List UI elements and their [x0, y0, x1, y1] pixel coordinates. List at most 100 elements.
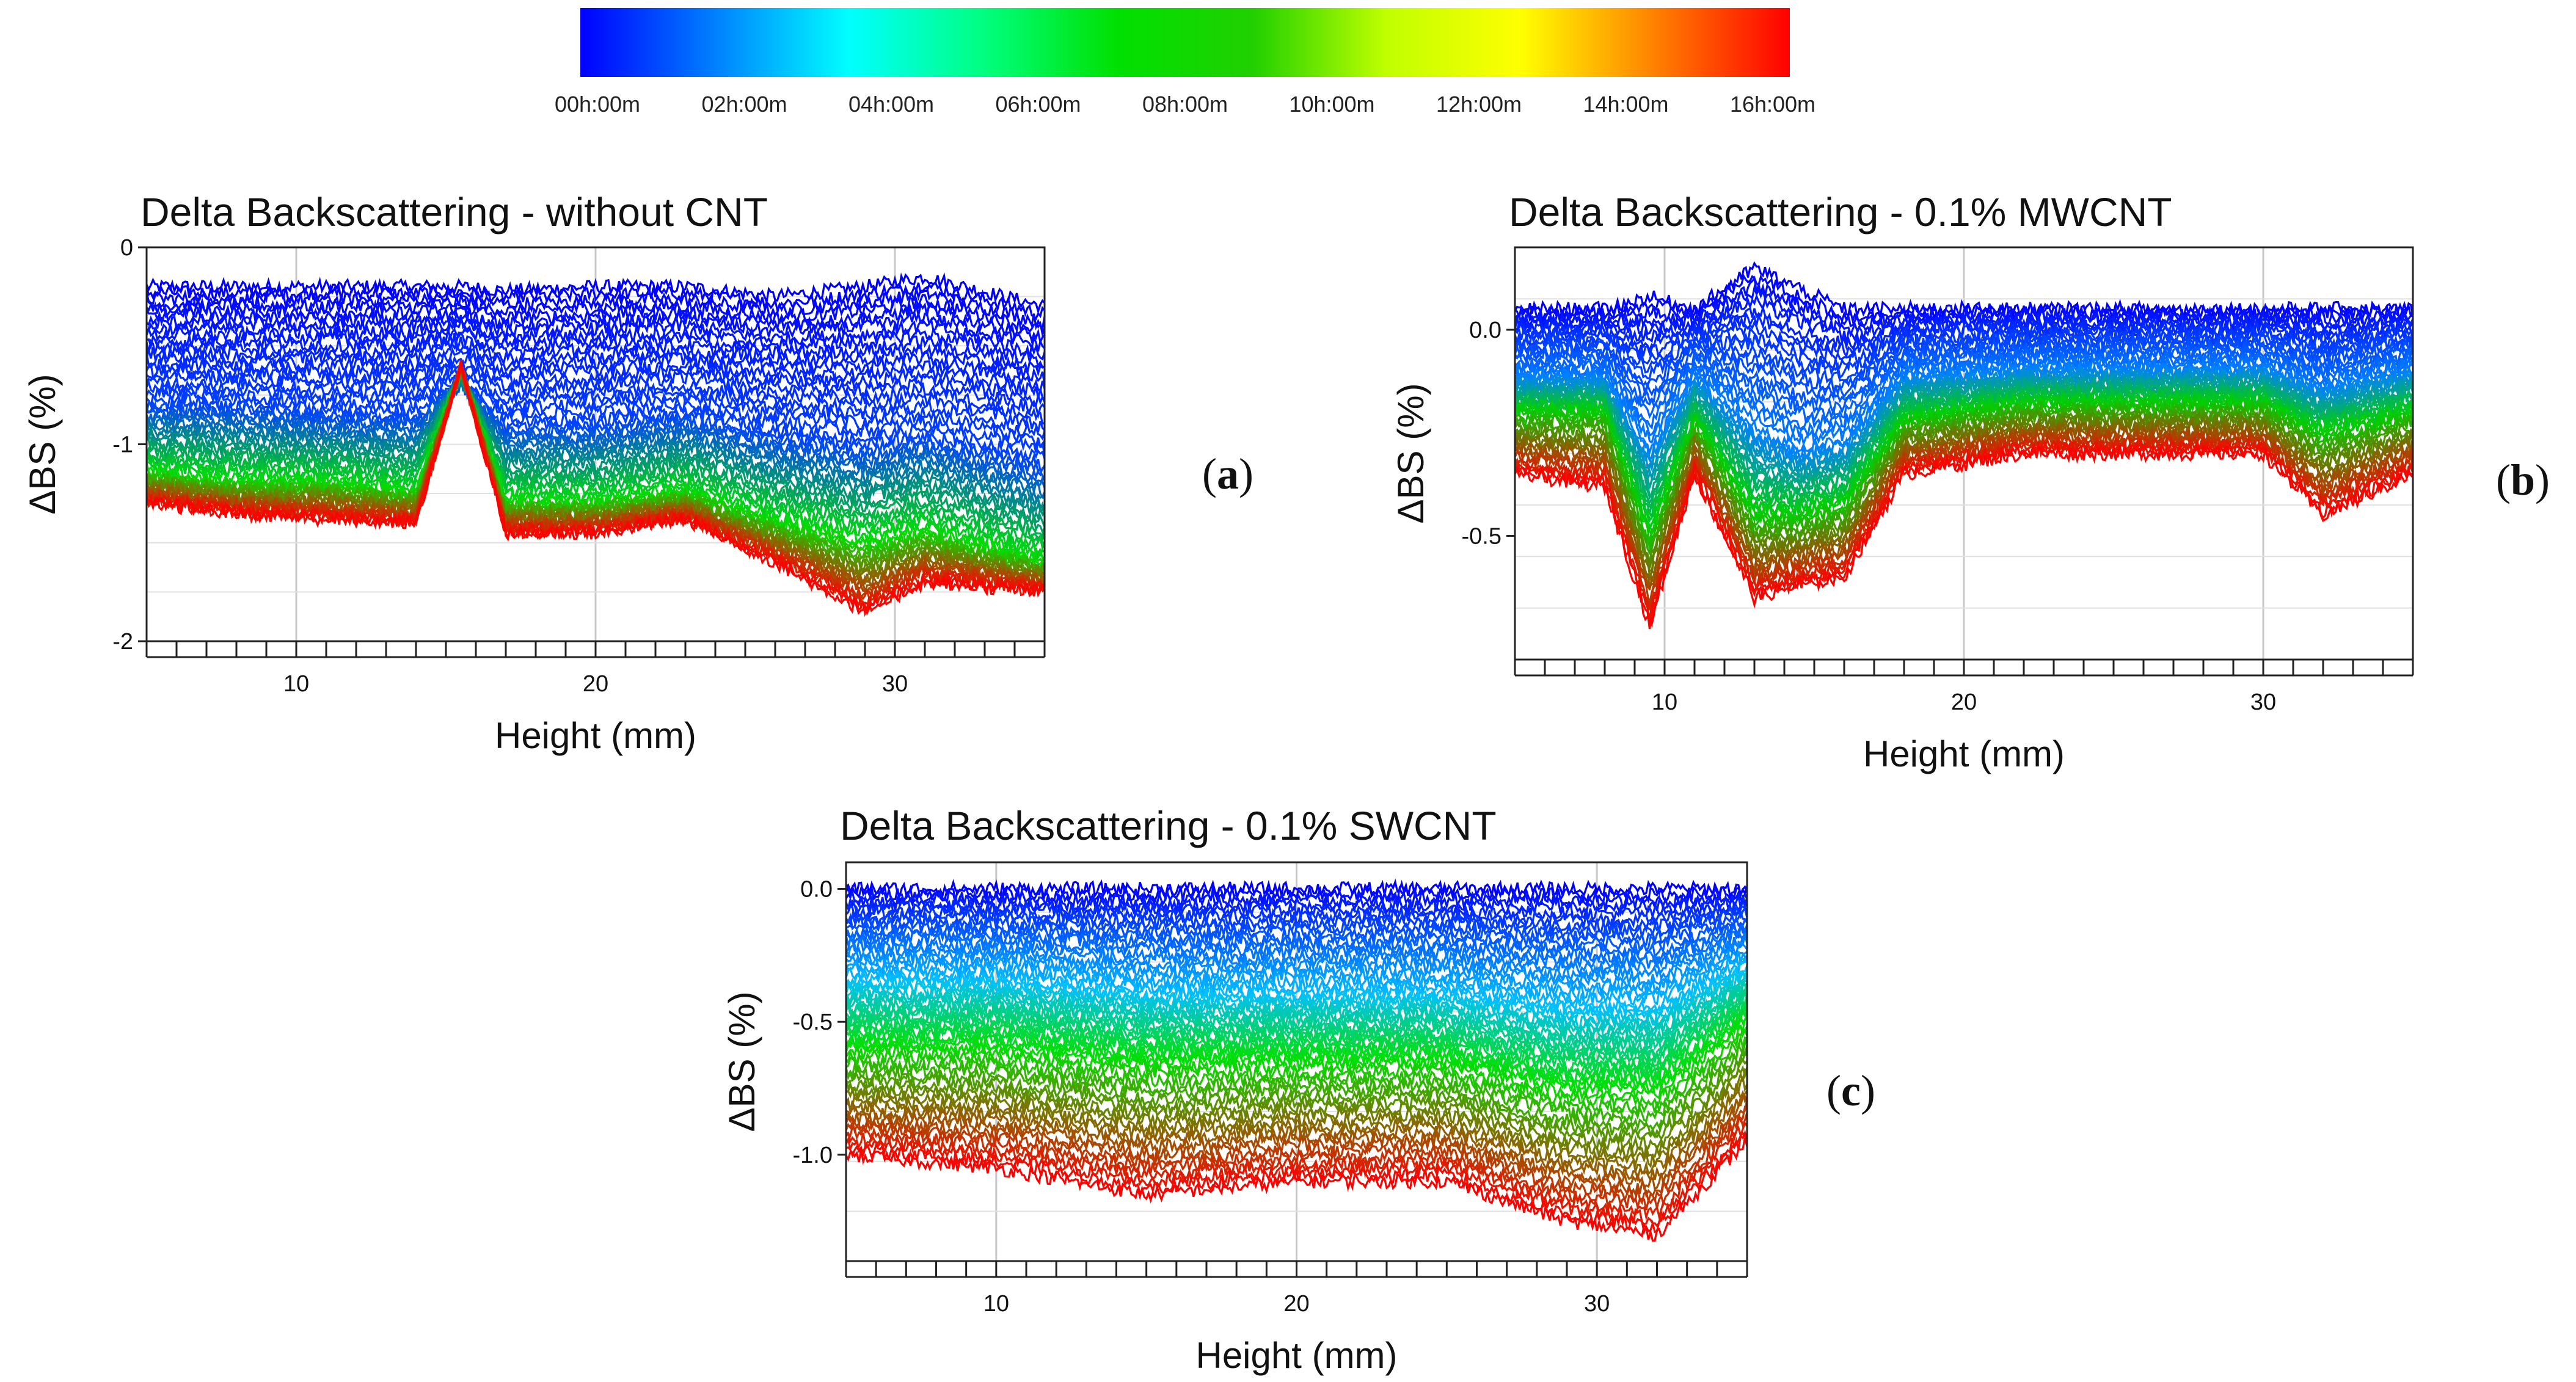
x-axis: 10 20 30 Height (mm)	[1514, 660, 2414, 774]
series-line	[145, 365, 1046, 574]
series-line	[145, 306, 1046, 352]
colorbar-tick-label: 06h:00m	[995, 92, 1081, 117]
series-line	[145, 363, 1046, 602]
series-line	[845, 1016, 1748, 1097]
y-tick-label: 0.0	[800, 877, 833, 903]
x-tick-label: 10	[983, 1291, 1009, 1317]
series-line	[845, 955, 1748, 1002]
series-line	[1514, 375, 2414, 493]
y-tick-label: -0.5	[1462, 524, 1501, 550]
colorbar-tick-label: 14h:00m	[1583, 92, 1668, 117]
series-line	[845, 1089, 1748, 1184]
x-axis: 10 20 30 Height (mm)	[145, 641, 1046, 756]
chart-title: Delta Backscattering - 0.1% SWCNT	[840, 803, 1497, 848]
y-tick-label: 0.0	[1469, 318, 1501, 343]
x-tick-label: 20	[1951, 689, 1977, 715]
y-axis-label: ΔBS (%)	[721, 991, 762, 1132]
series-line	[1514, 352, 2414, 440]
series-line	[845, 995, 1748, 1066]
series-line	[845, 1037, 1748, 1124]
y-axis: 0.0 -0.5 ΔBS (%)	[1390, 318, 1515, 550]
y-tick-label: -1	[112, 432, 133, 458]
series-line	[145, 310, 1046, 361]
x-tick-label: 10	[1652, 689, 1677, 715]
series-line	[146, 314, 1045, 369]
x-tick-label: 30	[2250, 689, 2276, 715]
chart-title: Delta Backscattering - 0.1% MWCNT	[1509, 189, 2172, 235]
panel-tag: (a)	[1202, 449, 1253, 498]
y-tick-label: -2	[112, 629, 133, 655]
series-line	[1514, 293, 2414, 344]
panel-tag: (c)	[1826, 1066, 1875, 1115]
series-line	[145, 369, 1046, 455]
series-curves	[145, 272, 1046, 617]
series-line	[145, 364, 1046, 562]
series-line	[845, 897, 1748, 924]
colorbar-tick-label: 08h:00m	[1142, 92, 1228, 117]
x-tick-label: 30	[1584, 1291, 1610, 1317]
colorbar-tick-label: 02h:00m	[701, 92, 787, 117]
colorbar-tick-label: 12h:00m	[1436, 92, 1522, 117]
colorbar-tick-label: 16h:00m	[1730, 92, 1815, 117]
panel-tag: (b)	[2496, 456, 2550, 504]
x-tick-label: 20	[1283, 1291, 1309, 1317]
series-line	[845, 1036, 1748, 1118]
panel-tag-letter: a	[1217, 449, 1239, 498]
series-line	[845, 1094, 1748, 1191]
series-line	[145, 285, 1046, 331]
series-line	[845, 965, 1748, 1018]
series-line	[1514, 435, 2414, 612]
series-line	[845, 1007, 1748, 1085]
series-line	[845, 1011, 1748, 1089]
series-line	[845, 1137, 1748, 1242]
series-line	[145, 361, 1046, 441]
series-line	[845, 1129, 1748, 1235]
colorbar-tick-label: 00h:00m	[555, 92, 640, 117]
y-axis: 0 -1 -2 ΔBS (%)	[22, 235, 147, 655]
series-line	[146, 377, 1046, 482]
colorbar-gradient	[580, 8, 1790, 77]
y-axis-label: ΔBS (%)	[22, 374, 63, 514]
panel-tag-letter: c	[1841, 1066, 1861, 1115]
series-line	[145, 364, 1045, 568]
x-axis: 10 20 30 Height (mm)	[845, 1261, 1748, 1376]
series-line	[145, 331, 1046, 394]
chart-panel-b: Delta Backscattering - 0.1% MWCNT 0.0 -0.5…	[1390, 189, 2550, 774]
series-line	[146, 324, 1046, 385]
chart-panel-a: Delta Backscattering - without CNT 0 -1 -2 Δ…	[22, 189, 1253, 756]
series-line	[1514, 310, 2414, 359]
series-line	[145, 300, 1046, 346]
colorbar-tick-label: 04h:00m	[848, 92, 934, 117]
series-line	[145, 272, 1046, 315]
colorbar-tick-labels: 00h:00m 02h:00m 04h:00m 06h:00m 08h:00m 10h:0…	[555, 92, 1815, 117]
panels: Delta Backscattering - without CNT 0 -1 -2 Δ…	[22, 189, 2550, 1376]
series-line	[845, 1058, 1748, 1144]
series-line	[845, 1052, 1748, 1138]
series-line	[845, 1105, 1748, 1206]
colorbar: 00h:00m 02h:00m 04h:00m 06h:00m 08h:00m 10h:0…	[555, 8, 1815, 117]
x-axis-label: Height (mm)	[1863, 733, 2065, 774]
series-line	[845, 984, 1748, 1053]
x-tick-label: 10	[283, 671, 309, 697]
series-curves	[1514, 261, 2414, 630]
series-line	[845, 982, 1748, 1048]
series-line	[145, 359, 1046, 616]
series-line	[145, 340, 1046, 407]
series-line	[845, 956, 1748, 1008]
chart-panel-c: Delta Backscattering - 0.1% SWCNT 0.0 -0.5…	[721, 803, 1875, 1376]
colorbar-tick-label: 10h:00m	[1289, 92, 1374, 117]
x-axis-label: Height (mm)	[495, 715, 696, 756]
y-tick-label: 0	[120, 235, 133, 261]
series-line	[845, 1067, 1748, 1160]
series-curves	[845, 878, 1748, 1242]
y-axis: 0.0 -0.5 -1.0 ΔBS (%)	[721, 877, 846, 1168]
chart-title: Delta Backscattering - without CNT	[140, 189, 768, 235]
panel-tag-letter: b	[2511, 456, 2535, 504]
series-line	[1514, 422, 2414, 589]
series-line	[1514, 337, 2414, 402]
series-line	[845, 1044, 1748, 1132]
series-line	[1514, 442, 2414, 628]
x-axis-label: Height (mm)	[1195, 1335, 1397, 1376]
series-line	[845, 878, 1748, 900]
